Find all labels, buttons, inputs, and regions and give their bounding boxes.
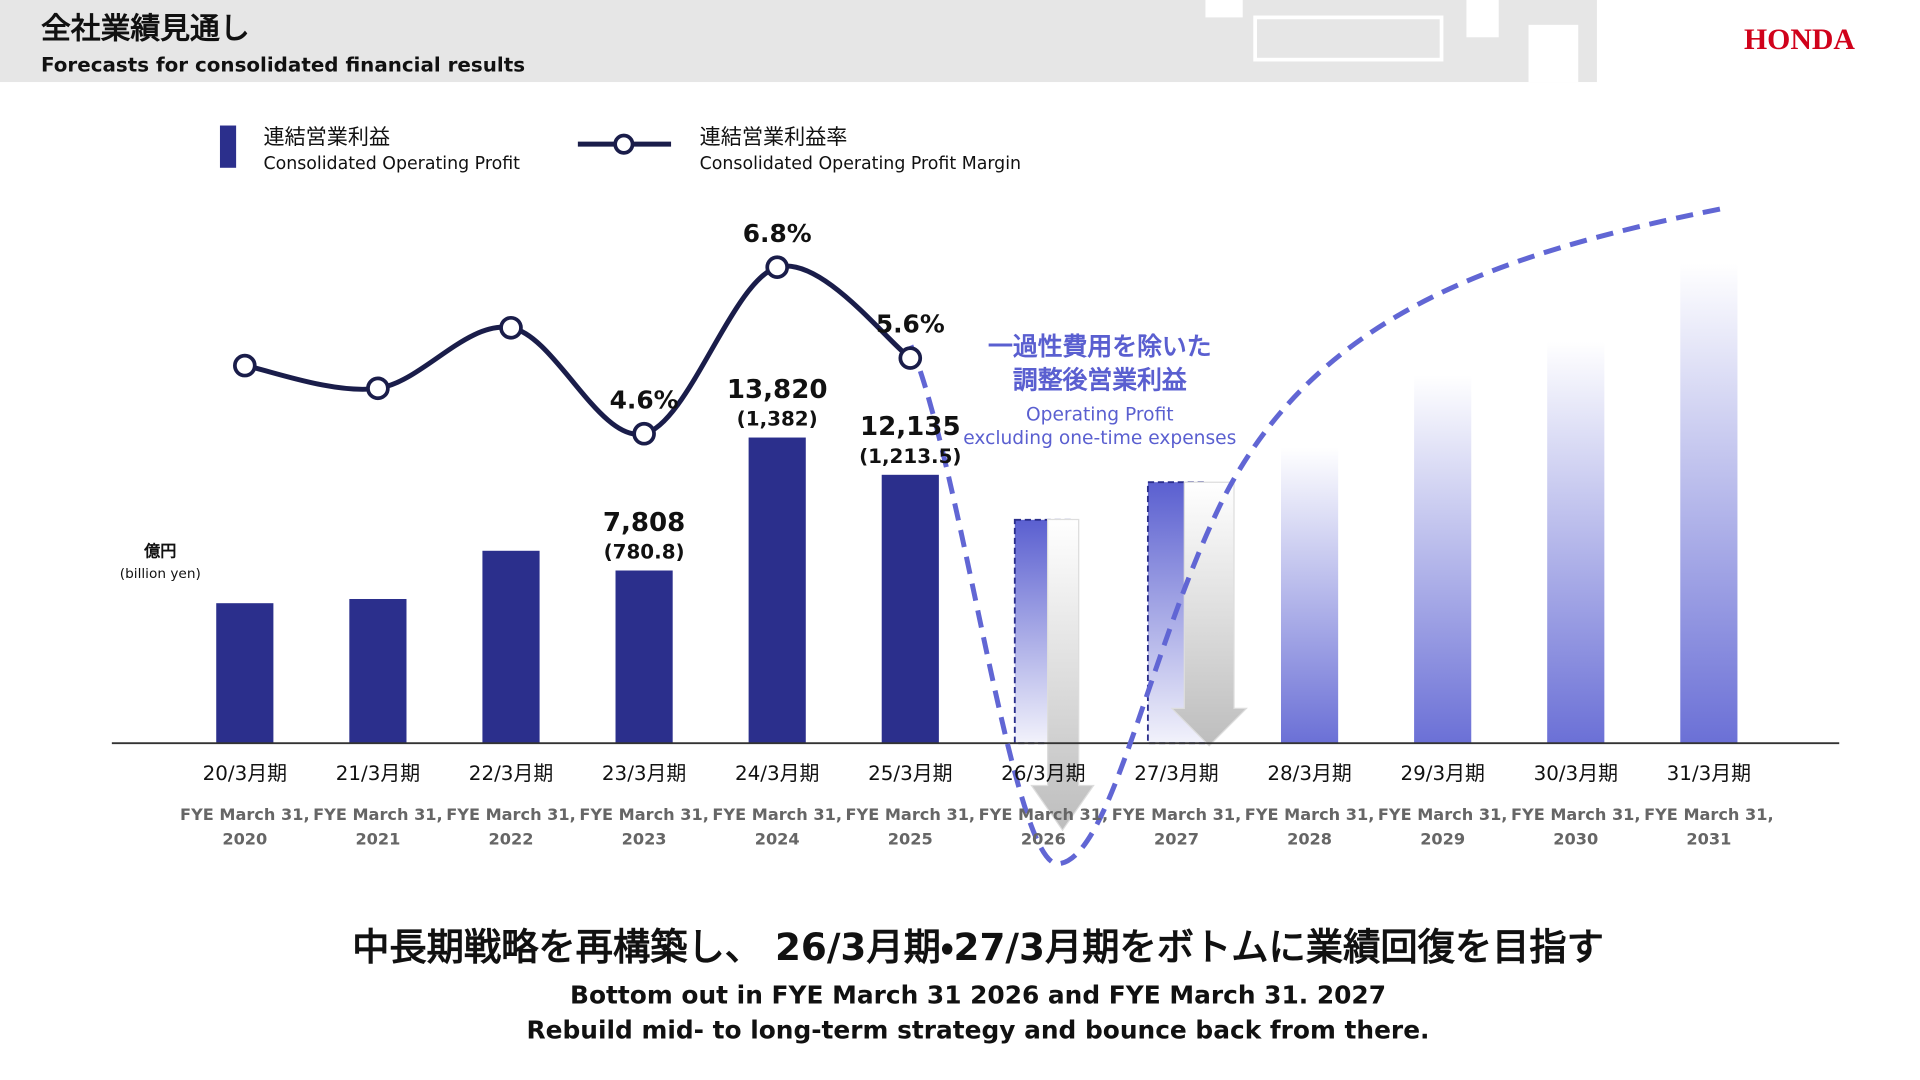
header-pattern <box>1205 0 1668 83</box>
x-sub-label: FYE March 31, <box>1112 805 1242 824</box>
x-tick-label: 25/3月期 <box>868 762 952 785</box>
margin-marker <box>499 315 523 340</box>
logo: HONDA <box>1744 23 1855 56</box>
x-sub-label: 2030 <box>1553 830 1598 849</box>
bar-value-label: 12,135 <box>860 412 961 442</box>
margin-marker <box>632 421 656 446</box>
x-sub-label: 2025 <box>888 830 933 849</box>
x-sub-label: 2031 <box>1686 830 1731 849</box>
bar <box>1680 263 1738 744</box>
x-sub-label: FYE March 31, <box>712 805 842 824</box>
margin-marker <box>366 376 390 401</box>
bar-value-label: 7,808 <box>603 508 685 538</box>
line-layer: 4.6% 6.8% 5.6% <box>233 219 945 446</box>
x-sub-label: FYE March 31, <box>313 805 443 824</box>
x-sub-label: 2028 <box>1287 830 1332 849</box>
arrows <box>1030 481 1248 832</box>
legend-label: Consolidated Operating Profit <box>263 154 520 174</box>
x-sub-label: 2022 <box>489 830 534 849</box>
annotation: excluding one-time expenses <box>963 428 1236 449</box>
margin-marker <box>233 353 257 378</box>
x-sub-label: 2029 <box>1420 830 1465 849</box>
x-tick-label: 29/3月期 <box>1400 762 1484 785</box>
legend-marker <box>613 133 635 155</box>
x-tick-label: 30/3月期 <box>1534 762 1618 785</box>
x-sub-label: FYE March 31, <box>979 805 1109 824</box>
x-tick-label: 31/3月期 <box>1667 762 1751 785</box>
legend-swatch <box>219 125 237 168</box>
x-sub-label: FYE March 31, <box>180 805 310 824</box>
x-sub-label: 2020 <box>222 830 267 849</box>
forecast-line <box>908 206 1722 867</box>
header-band <box>0 0 1597 83</box>
bar <box>748 437 806 744</box>
bars <box>216 263 1738 745</box>
subtitle: Forecasts for consolidated financial res… <box>41 53 525 76</box>
title: 全社業績見通し <box>41 11 250 46</box>
margin-label: 5.6% <box>876 310 945 339</box>
x-sub-label: FYE March 31, <box>1511 805 1641 824</box>
legend-label: Consolidated Operating Profit Margin <box>700 154 1021 174</box>
bar <box>482 550 540 744</box>
bar <box>1414 375 1472 744</box>
x-tick-label: 21/3月期 <box>336 762 420 785</box>
x-tick-label: 26/3月期 <box>1001 762 1085 785</box>
bar <box>1547 341 1605 744</box>
footer-headline: 中長期戦略を再構築し、 26/3月期・27/3月期をボトムに業績回復を目指す <box>352 925 1604 969</box>
y-unit: 億円 <box>143 541 176 560</box>
x-sub-label: FYE March 31, <box>846 805 976 824</box>
x-sub-label: 2026 <box>1021 830 1066 849</box>
margin-label: 6.8% <box>743 219 812 248</box>
x-sub-label: FYE March 31, <box>1644 805 1774 824</box>
margin-label: 4.6% <box>610 385 679 414</box>
annotation: 調整後営業利益 <box>1013 366 1187 395</box>
x-sub-label: 2021 <box>355 830 400 849</box>
x-tick-label: 28/3月期 <box>1267 762 1351 785</box>
legend-label: 連結営業利益 <box>263 124 390 149</box>
bar-secondary-label: (1,213.5) <box>859 445 961 468</box>
x-sub-label: FYE March 31, <box>1245 805 1375 824</box>
bar-secondary-label: (780.8) <box>604 541 685 564</box>
annotation: 一過性費用を除いた <box>988 332 1212 361</box>
bar-value-label: 13,820 <box>727 375 828 405</box>
x-tick-label: 24/3月期 <box>735 762 819 785</box>
x-tick-label: 20/3月期 <box>203 762 287 785</box>
bar <box>1280 447 1339 744</box>
bar-secondary-label: (1,382) <box>737 408 818 431</box>
bar <box>615 570 673 744</box>
y-unit: (billion yen) <box>120 566 201 582</box>
x-sub-label: 2027 <box>1154 830 1199 849</box>
x-sub-label: FYE March 31, <box>579 805 709 824</box>
bar <box>216 603 274 744</box>
x-tick-label: 22/3月期 <box>469 762 553 785</box>
margin-marker <box>898 346 923 370</box>
annotation: Operating Profit <box>1026 405 1174 426</box>
x-tick-label: 23/3月期 <box>602 762 686 785</box>
x-sub-label: 2023 <box>622 830 667 849</box>
margin-marker <box>765 255 790 280</box>
footer-line: Bottom out in FYE March 31 2026 and FYE … <box>570 981 1386 1010</box>
x-sub-label: FYE March 31, <box>1378 805 1508 824</box>
legend-label: 連結営業利益率 <box>700 124 848 149</box>
x-sub-label: FYE March 31, <box>446 805 576 824</box>
x-tick-label: 27/3月期 <box>1134 762 1218 785</box>
x-sub-label: 2024 <box>755 830 800 849</box>
bar <box>881 474 939 744</box>
bar <box>349 598 407 744</box>
footer-line: Rebuild mid- to long-term strategy and b… <box>527 1016 1430 1045</box>
